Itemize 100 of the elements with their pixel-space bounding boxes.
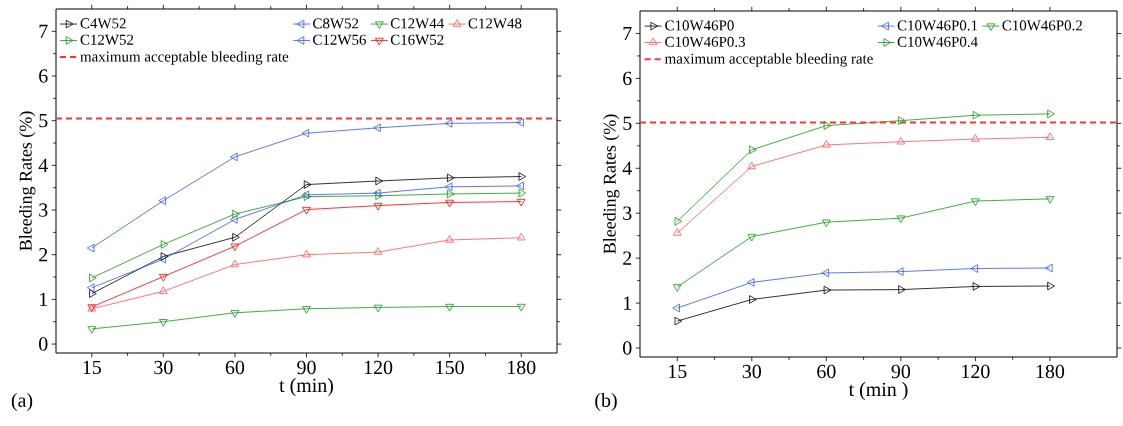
point bbox=[89, 273, 97, 283]
x-tick-label: 150 bbox=[436, 360, 464, 375]
y-tick-label: 5 bbox=[623, 116, 632, 130]
point bbox=[518, 188, 527, 198]
point bbox=[749, 145, 757, 155]
point bbox=[746, 278, 755, 287]
x-tick-label: 90 bbox=[891, 364, 911, 379]
legend-label: C10W46P0 bbox=[665, 20, 734, 31]
point bbox=[230, 152, 238, 162]
point bbox=[303, 180, 312, 189]
point bbox=[230, 215, 238, 224]
point bbox=[516, 181, 524, 191]
x-axis-title: t (min ) bbox=[848, 382, 908, 401]
point bbox=[89, 289, 97, 298]
point bbox=[823, 121, 832, 130]
point bbox=[970, 264, 979, 273]
point bbox=[447, 173, 455, 183]
point bbox=[516, 303, 526, 312]
y-tick-label: 3 bbox=[39, 203, 48, 217]
legend-label: C12W44 bbox=[390, 18, 444, 29]
x-tick-label: 120 bbox=[962, 364, 990, 379]
point bbox=[302, 206, 311, 215]
point bbox=[373, 123, 381, 133]
y-tick-label: 2 bbox=[623, 251, 632, 265]
y-axis-title: Bleeding Rates (%) bbox=[19, 111, 36, 251]
point bbox=[518, 172, 527, 181]
legend-label: C16W52 bbox=[390, 34, 444, 45]
point bbox=[674, 217, 683, 226]
legend-label: C12W52 bbox=[80, 34, 134, 45]
point bbox=[447, 189, 455, 199]
x-tick-label: 180 bbox=[1036, 364, 1065, 379]
point bbox=[971, 134, 980, 142]
point bbox=[159, 286, 168, 294]
point bbox=[822, 219, 831, 228]
point bbox=[159, 319, 168, 327]
point bbox=[1045, 263, 1053, 273]
point bbox=[445, 235, 454, 243]
point bbox=[301, 128, 310, 138]
point bbox=[823, 285, 832, 295]
x-axis-title: t (min) bbox=[279, 378, 334, 397]
y-tick-label: 7 bbox=[39, 24, 48, 38]
y-tick-label: 1 bbox=[40, 292, 48, 306]
point bbox=[674, 316, 683, 326]
point bbox=[516, 232, 526, 241]
point bbox=[1047, 281, 1055, 291]
legend-label: C10W46P0.1 bbox=[897, 20, 978, 31]
point bbox=[230, 259, 240, 268]
point bbox=[1047, 109, 1055, 119]
point bbox=[86, 243, 95, 253]
point bbox=[1045, 132, 1055, 140]
point bbox=[159, 273, 168, 282]
point bbox=[230, 243, 240, 252]
x-tick-label: 60 bbox=[817, 364, 836, 379]
y-tick-label: 5 bbox=[39, 114, 48, 128]
legend-label: C10W46P0.2 bbox=[1002, 20, 1082, 31]
y-tick-label: 0 bbox=[39, 337, 48, 351]
y-tick-label: 2 bbox=[39, 248, 48, 262]
point bbox=[896, 215, 906, 224]
y-tick-label: 6 bbox=[623, 71, 632, 86]
x-tick-label: 120 bbox=[364, 360, 393, 375]
point bbox=[972, 110, 981, 120]
point bbox=[971, 198, 980, 206]
y-tick-label: 1 bbox=[624, 296, 632, 310]
point bbox=[672, 303, 680, 313]
text: (a) bbox=[11, 392, 33, 412]
point bbox=[302, 249, 311, 258]
point bbox=[747, 161, 757, 170]
legend-label: C10W46P0.4 bbox=[897, 36, 978, 47]
point bbox=[444, 119, 453, 128]
point bbox=[895, 267, 904, 276]
point bbox=[672, 228, 682, 236]
legend-label: maximum acceptable bleeding rate bbox=[80, 51, 289, 65]
point bbox=[672, 284, 682, 292]
x-tick-label: 60 bbox=[225, 360, 245, 375]
point bbox=[86, 283, 95, 293]
point bbox=[302, 306, 311, 314]
point bbox=[516, 198, 526, 207]
point bbox=[373, 202, 383, 211]
point bbox=[516, 118, 524, 127]
point bbox=[896, 136, 906, 145]
y-tick-label: 0 bbox=[623, 341, 632, 355]
y-tick-label: 7 bbox=[623, 26, 632, 40]
point bbox=[444, 182, 453, 192]
point bbox=[749, 295, 757, 304]
point bbox=[821, 268, 829, 278]
point bbox=[373, 247, 383, 255]
point bbox=[160, 240, 169, 249]
point bbox=[373, 304, 383, 313]
x-tick-label: 90 bbox=[297, 360, 316, 375]
point bbox=[230, 310, 240, 318]
point bbox=[158, 196, 166, 205]
legend-label: C4W52 bbox=[80, 18, 126, 29]
legend-label: maximum acceptable bleeding rate bbox=[664, 53, 873, 67]
point bbox=[747, 233, 757, 242]
text: (b) bbox=[595, 392, 617, 412]
point bbox=[445, 199, 454, 208]
x-tick-label: 15 bbox=[83, 360, 101, 375]
y-tick-label: 3 bbox=[623, 206, 632, 220]
y-tick-label: 4 bbox=[38, 158, 48, 172]
legend-label: C10W46P0.3 bbox=[665, 36, 745, 47]
